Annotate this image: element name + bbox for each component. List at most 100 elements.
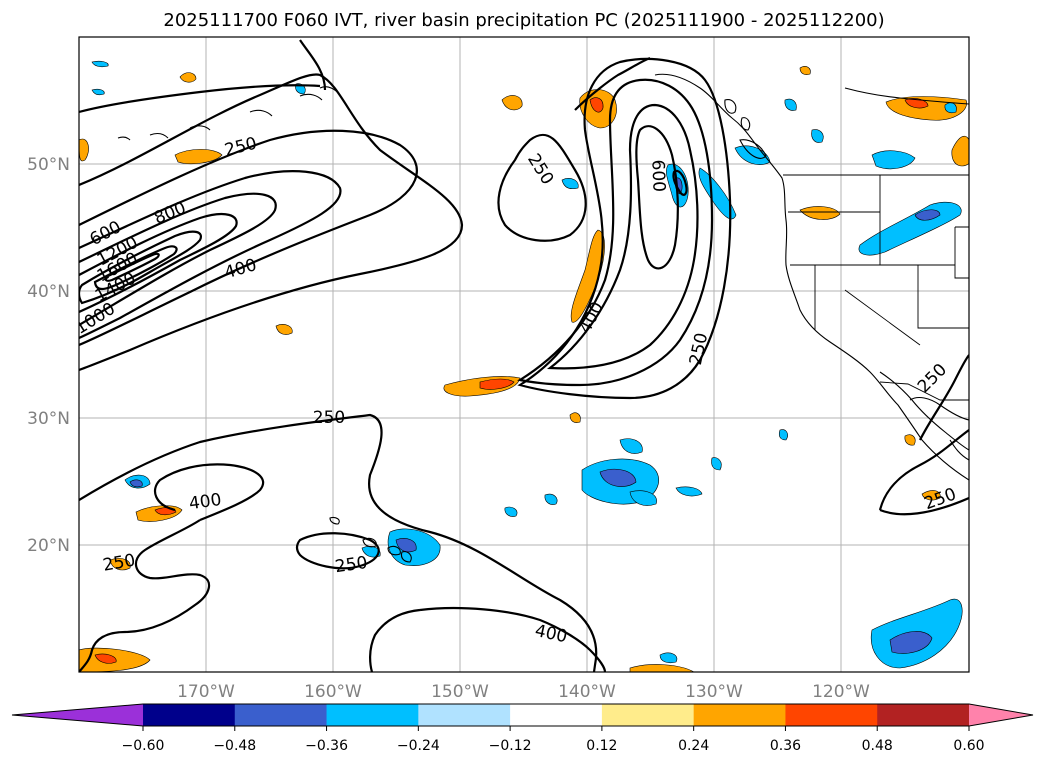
precip-blob [544, 493, 558, 505]
ivt-contour-800 [79, 192, 277, 326]
precip-blob [129, 479, 143, 488]
ivt-contour-1600 [104, 252, 160, 282]
political-borders [783, 174, 969, 401]
precip-blob [698, 167, 737, 220]
lat-label-50n: 50°N [27, 155, 70, 175]
lat-label-40n: 40°N [27, 282, 70, 302]
precip-blob [711, 457, 722, 471]
precip-blob [619, 438, 643, 454]
figure-title: 2025111700 F060 IVT, river basin precipi… [163, 10, 884, 31]
ivt-contour-250 [517, 57, 732, 400]
precip-blob [179, 72, 197, 83]
map-panel: 250 600 800 1200 1600 1400 1000 400 250 … [78, 36, 970, 673]
precip-blob [659, 652, 678, 664]
precip-blob [275, 324, 293, 335]
precip-blob [914, 209, 941, 221]
precip-blob [951, 135, 969, 167]
us-state-borders [814, 265, 969, 346]
colorbar-segment [510, 704, 603, 726]
precip-blob [174, 149, 223, 165]
canada-coast [844, 87, 969, 105]
colorbar-tick-label: 0.36 [770, 738, 801, 754]
ivt-contour-1000 [79, 213, 238, 314]
map-frame [78, 36, 970, 673]
baja-coast [879, 371, 969, 451]
precip-blob [904, 98, 929, 109]
us-mexico-border [879, 381, 969, 401]
lat-label-30n: 30°N [27, 409, 70, 429]
colorbar-segment [234, 704, 328, 726]
lon-label-150w: 150°W [431, 682, 489, 702]
colorbar-segment [877, 704, 970, 726]
colorbar-segments [12, 704, 1033, 726]
precip-blob [504, 506, 518, 517]
ivt-contour-250-east [878, 429, 969, 511]
ivt-contour-north-250b [299, 39, 327, 91]
precip-blob [569, 412, 581, 423]
precip-blob [561, 178, 579, 190]
lon-label-120w: 120°W [812, 682, 870, 702]
precip-blob [944, 102, 957, 114]
ivt-contour-600 [546, 103, 699, 370]
lon-label-170w: 170°W [177, 682, 235, 702]
map-background [79, 37, 969, 672]
ivt-contour-250-east-b [879, 496, 969, 516]
ivt-contour-400 [79, 129, 418, 347]
colorbar-segment [418, 704, 511, 726]
north-america-coast [654, 73, 969, 481]
aleutian-islands [117, 86, 341, 141]
lon-label-160w: 160°W [304, 682, 362, 702]
precip-blob [799, 66, 811, 75]
contour-label: 400 [188, 490, 223, 514]
ivt-contours [79, 39, 969, 672]
colorbar-tick-label: 0.24 [678, 738, 709, 754]
ivt-contour-400-south [419, 606, 607, 672]
ivt-contour-250 [79, 73, 464, 372]
colorbar-segment [785, 704, 878, 726]
vancouver-island [739, 139, 767, 159]
precip-blob [921, 490, 941, 501]
colorbar-ticks: −0.60 −0.48 −0.36 −0.24 −0.12 0.12 0.24 0.36 0.4… [122, 726, 985, 754]
precip-blob [395, 538, 417, 553]
ivt-contour-400 [517, 78, 714, 387]
colorbar-segment [326, 704, 419, 726]
contour-label: 250 [334, 553, 369, 577]
precip-blob [91, 88, 105, 96]
colorbar-extend-high [969, 704, 1033, 726]
ivt-contour-600b [574, 56, 651, 111]
precip-blob [570, 229, 605, 323]
colorbar-segment [601, 704, 695, 726]
colorbar-tick-label: 0.12 [586, 738, 617, 754]
precip-blob [91, 60, 109, 68]
lon-label-140w: 140°W [558, 682, 616, 702]
ivt-contour-400-south-b [369, 608, 421, 672]
precip-blob [479, 378, 515, 390]
precip-blob [799, 206, 841, 220]
precip-blob [778, 429, 788, 441]
ivt-contour-250-southwest [79, 519, 211, 672]
precip-blob [629, 490, 657, 506]
colorbar-segment [693, 704, 786, 726]
colorbar-tick-label: −0.48 [213, 738, 256, 754]
mexico-coast [949, 439, 969, 461]
colorbar-segment [143, 704, 236, 726]
colorbar-extend-low [12, 704, 143, 726]
colorbar-tick-label: −0.12 [489, 738, 532, 754]
precip-blob [871, 150, 916, 170]
contour-label: 250 [313, 408, 345, 428]
precip-blob [811, 129, 824, 143]
precip-blob [589, 97, 604, 113]
ivt-contour-250-east-c [919, 354, 969, 441]
precip-blob [94, 653, 117, 664]
colorbar-tick-label: 0.60 [953, 738, 984, 754]
us-state-borders [788, 175, 969, 279]
contour-label: 600 [647, 159, 668, 192]
ivt-contour-1200 [79, 230, 202, 305]
precip-blob [889, 631, 933, 654]
ivt-contour-250-hawaii [295, 532, 380, 570]
colorbar-tick-label: −0.36 [305, 738, 348, 754]
ivt-contour-1400 [93, 245, 178, 291]
precip-blob [599, 469, 637, 487]
precip-blob [784, 98, 797, 111]
